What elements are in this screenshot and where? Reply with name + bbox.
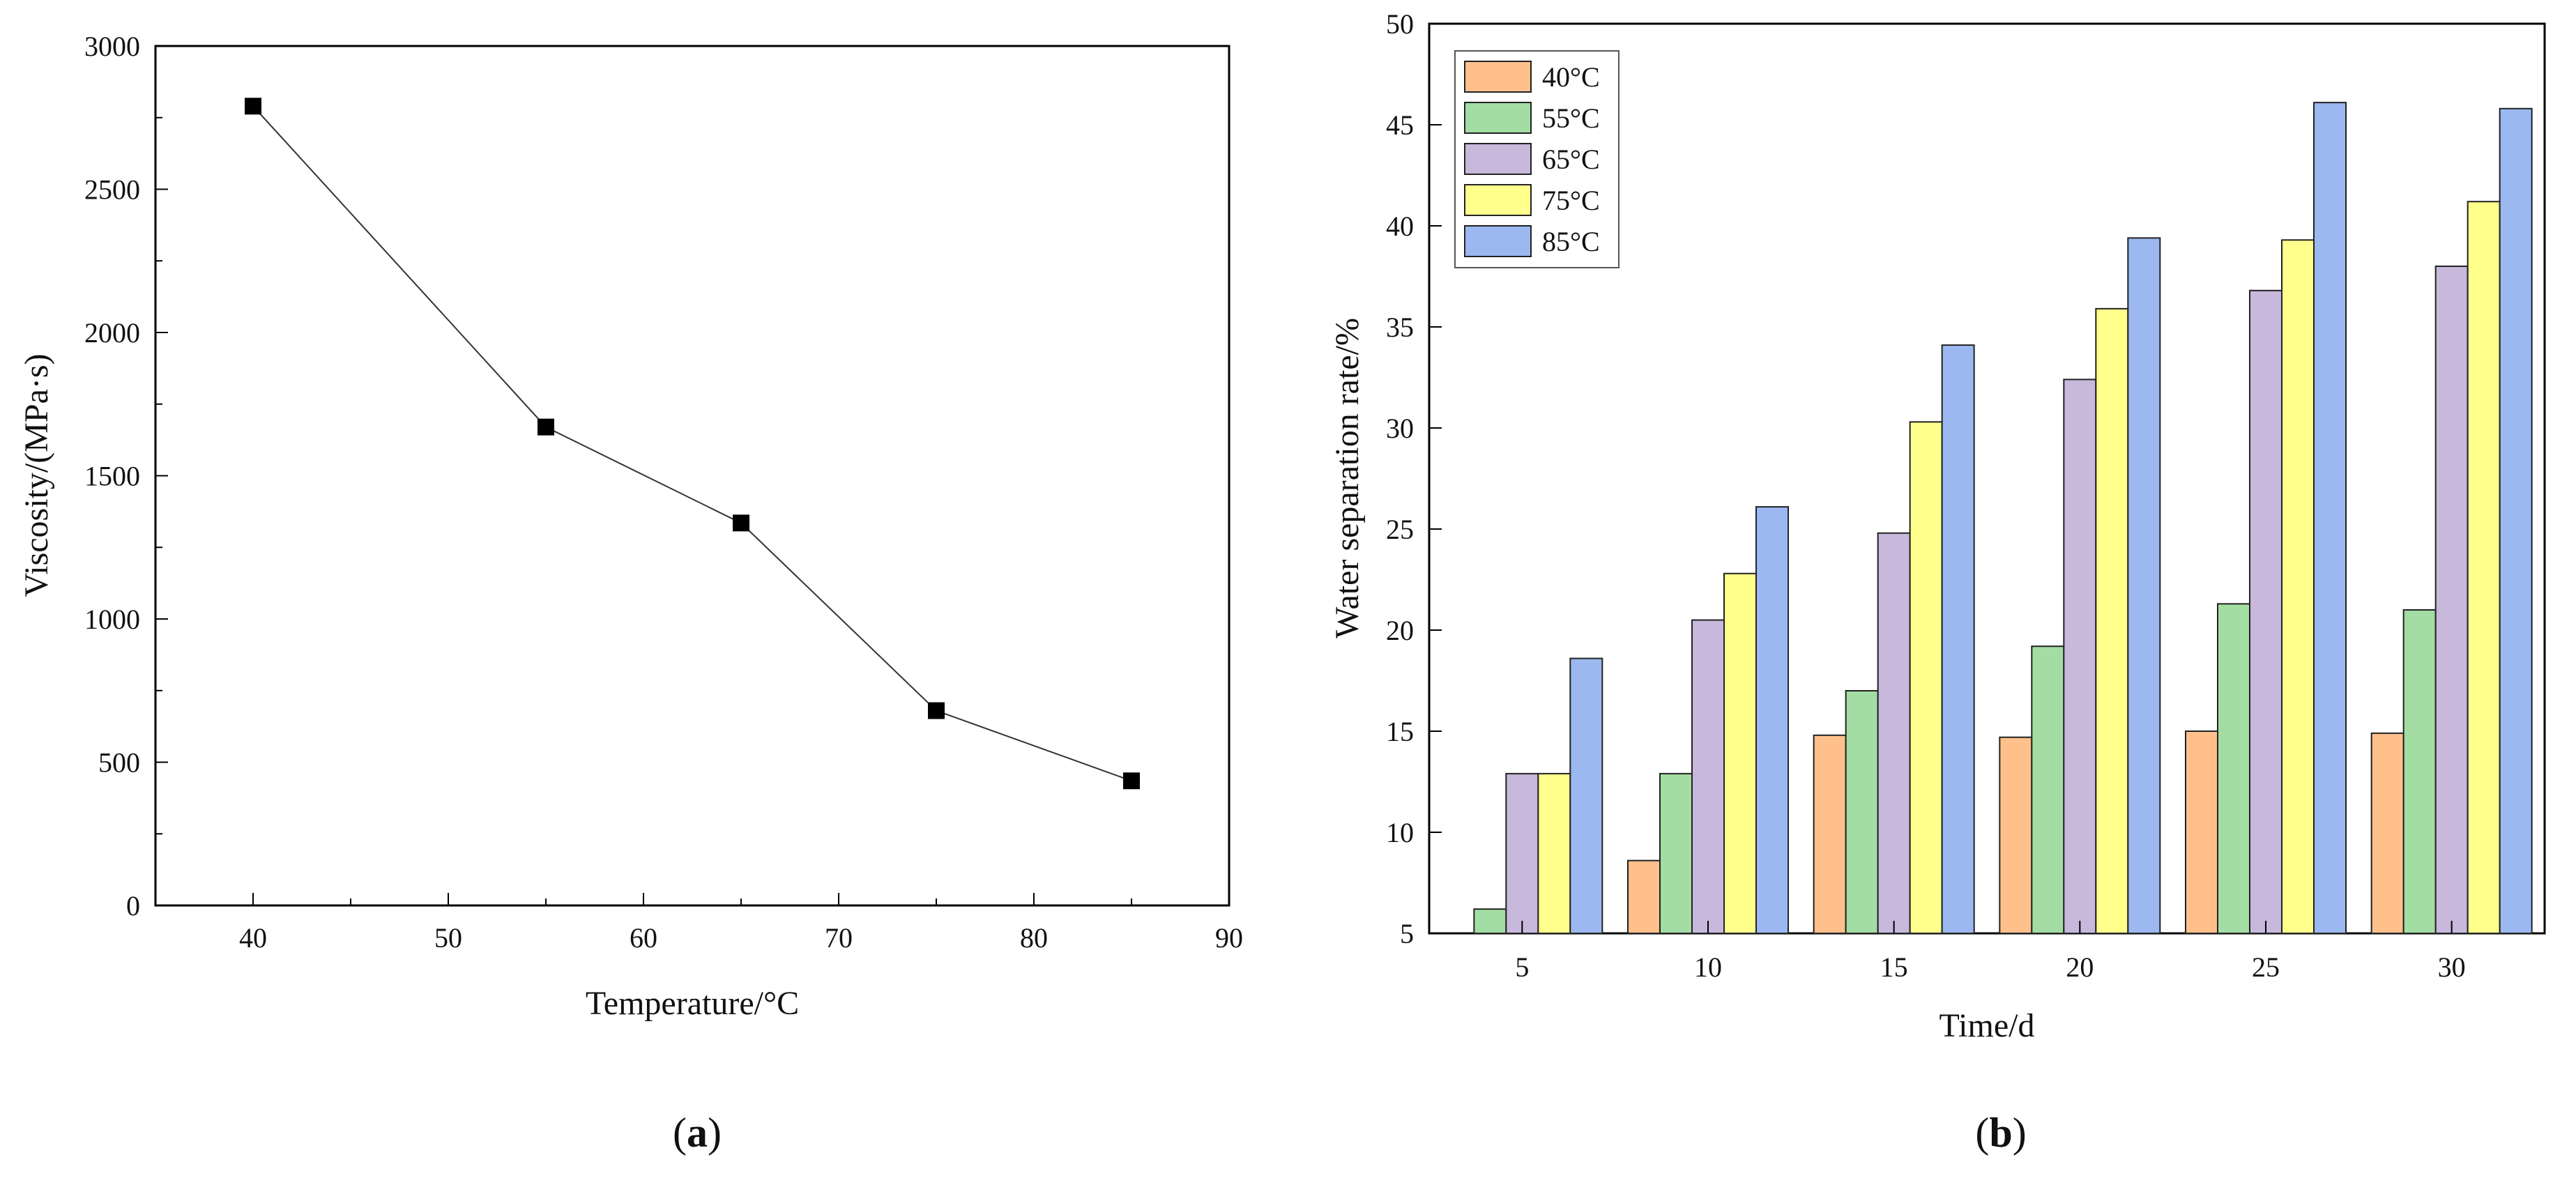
chart-b-bar [1941,344,1975,935]
panel-label-a: (a) [673,1110,722,1156]
chart-b-y-ticks: 5 10 15 20 25 30 35 40 45 50 [1386,8,1442,949]
chart-a-x-tick-label: 90 [1215,922,1243,954]
chart-b-bar [1659,772,1693,935]
chart-b-legend: 40°C 55°C 65°C 75°C 85°C [1454,50,1619,268]
chart-b-bar [2063,378,2097,934]
chart-b-legend-swatch [1464,143,1532,175]
chart-b-bar [2249,289,2282,934]
chart-b-legend-label: 55°C [1542,102,1600,134]
chart-b-bar [1909,421,1943,934]
chart-b-y-tick-label: 5 [1400,918,1414,949]
chart-a-x-tick-label: 40 [239,922,267,954]
chart-b-bar [2434,266,2469,934]
chart-b-plot-frame [1428,22,2546,935]
chart-b-x-tick-label: 20 [2066,951,2094,983]
chart-b-bar [1755,506,1789,934]
chart-b-y-tick-label: 40 [1386,211,1414,242]
chart-b-bar [1877,532,1911,934]
chart-a-y-tick-label: 2000 [84,317,140,349]
chart-a-point [1123,772,1140,790]
chart-a-x-tick-label: 50 [434,922,462,954]
chart-a-y-axis-title: Viscosity/(MPa·s) [18,353,55,597]
chart-a-y-tick-label: 500 [98,747,140,779]
chart-b-bar [2370,732,2404,935]
chart-b-y-tick-label: 25 [1386,514,1414,545]
chart-b-legend-swatch [1464,225,1532,257]
chart-b-bar [1473,908,1507,934]
chart-a-point [928,702,945,719]
chart-b-x-tick-label: 10 [1694,951,1722,983]
chart-a-point [538,418,554,436]
chart-a-point [245,98,261,115]
chart-b-x-ticks: 5 10 15 20 25 30 [1515,921,2466,983]
chart-b-legend-items: 40°C 55°C 65°C 75°C 85°C [1464,61,1600,257]
chart-a-x-tick-label: 70 [825,922,853,954]
chart-b-legend-label: 40°C [1542,61,1600,93]
chart-b-bar [1627,859,1661,934]
chart-b-bars [1473,102,2533,935]
chart-b-x-tick-label: 30 [2438,951,2466,983]
chart-b-bar [1569,657,1603,934]
chart-b-y-tick-label: 50 [1386,8,1414,40]
chart-b-legend-label: 85°C [1542,226,1600,257]
chart-b-bar [1505,772,1539,935]
chart-b-x-tick-label: 25 [2252,951,2280,983]
chart-a-x-ticks: 40 50 60 70 80 90 [239,893,1243,954]
chart-b-bar [2467,201,2501,935]
chart-a-y-tick-label: 1000 [84,604,140,635]
chart-b-bar [1723,572,1757,934]
chart-b-bar [1813,734,1847,935]
chart-b-bar [1999,736,2033,934]
chart-b-bar [1845,690,1879,934]
chart-a-y-tick-label: 2500 [84,174,140,206]
chart-b-x-axis-title: Time/d [1939,1007,2035,1044]
chart-a: 40 50 60 70 80 90 0 500 1000 1500 2000 2500 3000 Te… [18,31,1243,1022]
chart-b-y-tick-label: 10 [1386,817,1414,848]
chart-b-bar [2031,645,2065,934]
chart-a-series-line [252,105,1132,782]
chart-b-legend-swatch [1464,102,1532,134]
chart-b-y-tick-label: 35 [1386,312,1414,343]
chart-b-legend-swatch [1464,184,1532,216]
chart-a-y-tick-label: 3000 [84,31,140,62]
chart-a-y-tick-label: 1500 [84,461,140,492]
panel-label-b: (b) [1975,1110,2026,1156]
chart-b-x-tick-label: 5 [1515,951,1529,983]
chart-a-y-ticks: 0 500 1000 1500 2000 2500 3000 [84,31,168,921]
chart-b-bar [2127,237,2161,934]
chart-b-bar [2402,609,2437,934]
chart-a-x-tick-label: 60 [630,922,657,954]
chart-b-y-tick-label: 30 [1386,413,1414,444]
chart-b-bar [2095,307,2129,934]
chart-b-bar [2217,603,2250,934]
chart-a-point [733,514,749,532]
chart-b-bar [2185,730,2218,934]
chart-b-bar [2499,107,2533,934]
chart-b-bar [2281,239,2315,934]
chart-b: 5 10 15 20 25 30 5 10 15 20 25 30 35 40 45 50 Time/d W… [1329,8,2546,1044]
chart-a-x-axis-title: Temperature/°C [586,985,799,1022]
chart-b-legend-label: 75°C [1542,185,1600,216]
chart-b-y-tick-label: 20 [1386,615,1414,646]
chart-a-x-tick-label: 80 [1020,922,1048,954]
chart-b-y-axis-title: Water separation rate/% [1329,318,1366,638]
chart-a-y-tick-label: 0 [126,890,140,921]
chart-b-legend-swatch [1464,61,1532,93]
chart-b-bar [1537,772,1571,935]
chart-a-points [245,98,1140,790]
chart-b-legend-label: 65°C [1542,144,1600,175]
chart-b-bar [2313,102,2347,935]
chart-b-y-tick-label: 15 [1386,716,1414,747]
chart-b-bar [1691,619,1725,934]
chart-b-y-tick-label: 45 [1386,109,1414,141]
chart-b-x-tick-label: 15 [1880,951,1908,983]
